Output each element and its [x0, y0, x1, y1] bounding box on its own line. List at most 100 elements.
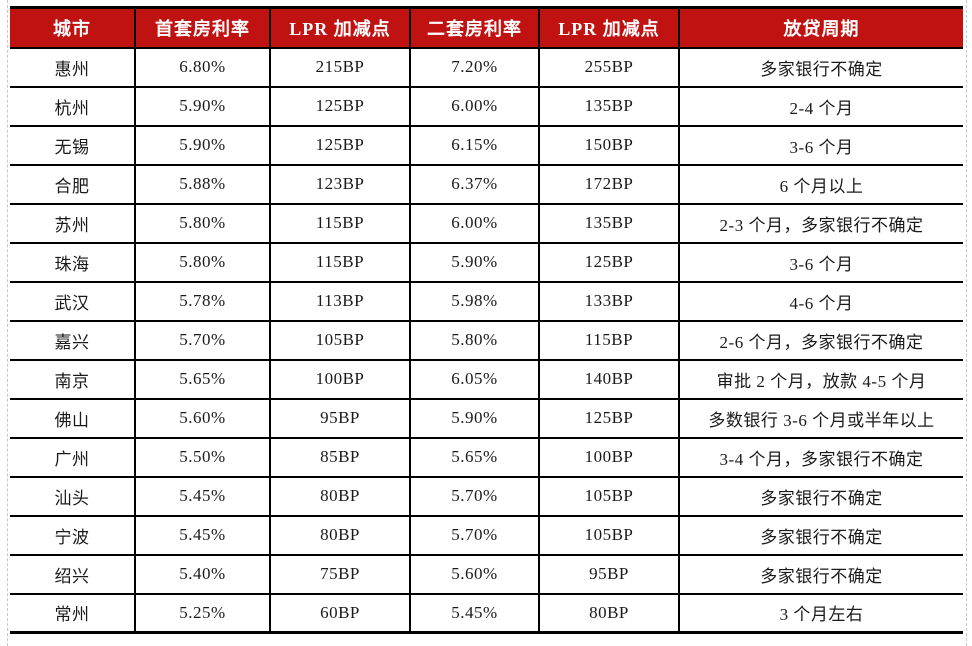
table-body: 惠州 6.80% 215BP 7.20% 255BP 多家银行不确定 杭州 5.90% 125B… [10, 46, 963, 633]
column-header: LPR 加减点 [538, 7, 680, 49]
table-cell: 95BP [269, 397, 411, 439]
left-dashed-guide [7, 0, 8, 646]
table-cell: 6.05% [409, 358, 540, 400]
table-cell: 95BP [538, 553, 680, 595]
table-cell: 5.90% [134, 124, 271, 166]
table-cell: 常州 [10, 592, 136, 633]
table-row: 苏州 5.80% 115BP 6.00% 135BP 2-3 个月，多家银行不确定 [10, 202, 963, 244]
table-cell: 135BP [538, 202, 680, 244]
table-cell: 6.00% [409, 202, 540, 244]
table-cell: 215BP [269, 46, 411, 88]
table-cell: 5.80% [134, 202, 271, 244]
table-cell: 5.98% [409, 280, 540, 322]
table-cell: 133BP [538, 280, 680, 322]
table-cell: 4-6 个月 [678, 280, 963, 322]
table-cell: 6.80% [134, 46, 271, 88]
table-row: 合肥 5.88% 123BP 6.37% 172BP 6 个月以上 [10, 163, 963, 205]
table-cell: 60BP [269, 592, 411, 633]
table-cell: 多家银行不确定 [678, 46, 963, 88]
table-cell: 5.40% [134, 553, 271, 595]
table-row: 杭州 5.90% 125BP 6.00% 135BP 2-4 个月 [10, 85, 963, 127]
table-cell: 3-6 个月 [678, 241, 963, 283]
table-cell: 多数银行 3-6 个月或半年以上 [678, 397, 963, 439]
table-cell: 5.65% [409, 436, 540, 478]
table-cell: 无锡 [10, 124, 136, 166]
table-cell: 85BP [269, 436, 411, 478]
table-cell: 105BP [538, 475, 680, 517]
table-cell: 多家银行不确定 [678, 475, 963, 517]
table-cell: 多家银行不确定 [678, 553, 963, 595]
table-cell: 2-4 个月 [678, 85, 963, 127]
table-cell: 150BP [538, 124, 680, 166]
table-row: 佛山 5.60% 95BP 5.90% 125BP 多数银行 3-6 个月或半年以上 [10, 397, 963, 439]
table-row: 常州 5.25% 60BP 5.45% 80BP 3 个月左右 [10, 592, 963, 633]
table-cell: 5.70% [409, 475, 540, 517]
table-cell: 5.88% [134, 163, 271, 205]
table-cell: 6.00% [409, 85, 540, 127]
table-cell: 5.70% [134, 319, 271, 361]
table-row: 珠海 5.80% 115BP 5.90% 125BP 3-6 个月 [10, 241, 963, 283]
table-cell: 苏州 [10, 202, 136, 244]
table-cell: 5.60% [409, 553, 540, 595]
header-row: 城市 首套房利率 LPR 加减点 二套房利率 LPR 加减点 放贷周期 [10, 7, 963, 49]
table-cell: 佛山 [10, 397, 136, 439]
table-cell: 汕头 [10, 475, 136, 517]
table-cell: 5.45% [409, 592, 540, 633]
table-cell: 5.45% [134, 514, 271, 556]
table-cell: 惠州 [10, 46, 136, 88]
table-cell: 172BP [538, 163, 680, 205]
table-cell: 5.90% [409, 241, 540, 283]
table-cell: 5.25% [134, 592, 271, 633]
table-cell: 5.60% [134, 397, 271, 439]
table-cell: 宁波 [10, 514, 136, 556]
column-header: LPR 加减点 [269, 7, 411, 49]
table-cell: 6.15% [409, 124, 540, 166]
table-cell: 多家银行不确定 [678, 514, 963, 556]
table-cell: 6.37% [409, 163, 540, 205]
table-cell: 125BP [538, 241, 680, 283]
table-cell: 105BP [269, 319, 411, 361]
table-cell: 123BP [269, 163, 411, 205]
table-cell: 5.70% [409, 514, 540, 556]
table-cell: 105BP [538, 514, 680, 556]
table-cell: 115BP [269, 241, 411, 283]
table-cell: 5.90% [134, 85, 271, 127]
column-header: 放贷周期 [678, 7, 963, 49]
table-cell: 125BP [538, 397, 680, 439]
table-cell: 5.80% [409, 319, 540, 361]
mortgage-rate-table: 城市 首套房利率 LPR 加减点 二套房利率 LPR 加减点 放贷周期 惠州 6.80% 21… [10, 6, 963, 634]
table-cell: 5.78% [134, 280, 271, 322]
table-row: 广州 5.50% 85BP 5.65% 100BP 3-4 个月，多家银行不确定 [10, 436, 963, 478]
table-cell: 审批 2 个月，放款 4-5 个月 [678, 358, 963, 400]
table-cell: 合肥 [10, 163, 136, 205]
table-cell: 125BP [269, 85, 411, 127]
table-cell: 6 个月以上 [678, 163, 963, 205]
table-cell: 115BP [538, 319, 680, 361]
table-cell: 5.80% [134, 241, 271, 283]
table-cell: 武汉 [10, 280, 136, 322]
table-cell: 80BP [269, 514, 411, 556]
table-cell: 140BP [538, 358, 680, 400]
table-cell: 100BP [269, 358, 411, 400]
table-cell: 广州 [10, 436, 136, 478]
table-cell: 5.50% [134, 436, 271, 478]
table-cell: 5.45% [134, 475, 271, 517]
table-row: 绍兴 5.40% 75BP 5.60% 95BP 多家银行不确定 [10, 553, 963, 595]
table-cell: 7.20% [409, 46, 540, 88]
table-cell: 3 个月左右 [678, 592, 963, 633]
table-cell: 绍兴 [10, 553, 136, 595]
table-cell: 5.65% [134, 358, 271, 400]
table-cell: 125BP [269, 124, 411, 166]
table-row: 南京 5.65% 100BP 6.05% 140BP 审批 2 个月，放款 4-5 个月 [10, 358, 963, 400]
table-row: 无锡 5.90% 125BP 6.15% 150BP 3-6 个月 [10, 124, 963, 166]
column-header: 二套房利率 [409, 7, 540, 49]
right-dashed-guide [966, 0, 967, 646]
table-row: 汕头 5.45% 80BP 5.70% 105BP 多家银行不确定 [10, 475, 963, 517]
table-cell: 80BP [538, 592, 680, 633]
table-cell: 115BP [269, 202, 411, 244]
table-row: 宁波 5.45% 80BP 5.70% 105BP 多家银行不确定 [10, 514, 963, 556]
table-cell: 南京 [10, 358, 136, 400]
table-cell: 2-3 个月，多家银行不确定 [678, 202, 963, 244]
table-cell: 255BP [538, 46, 680, 88]
